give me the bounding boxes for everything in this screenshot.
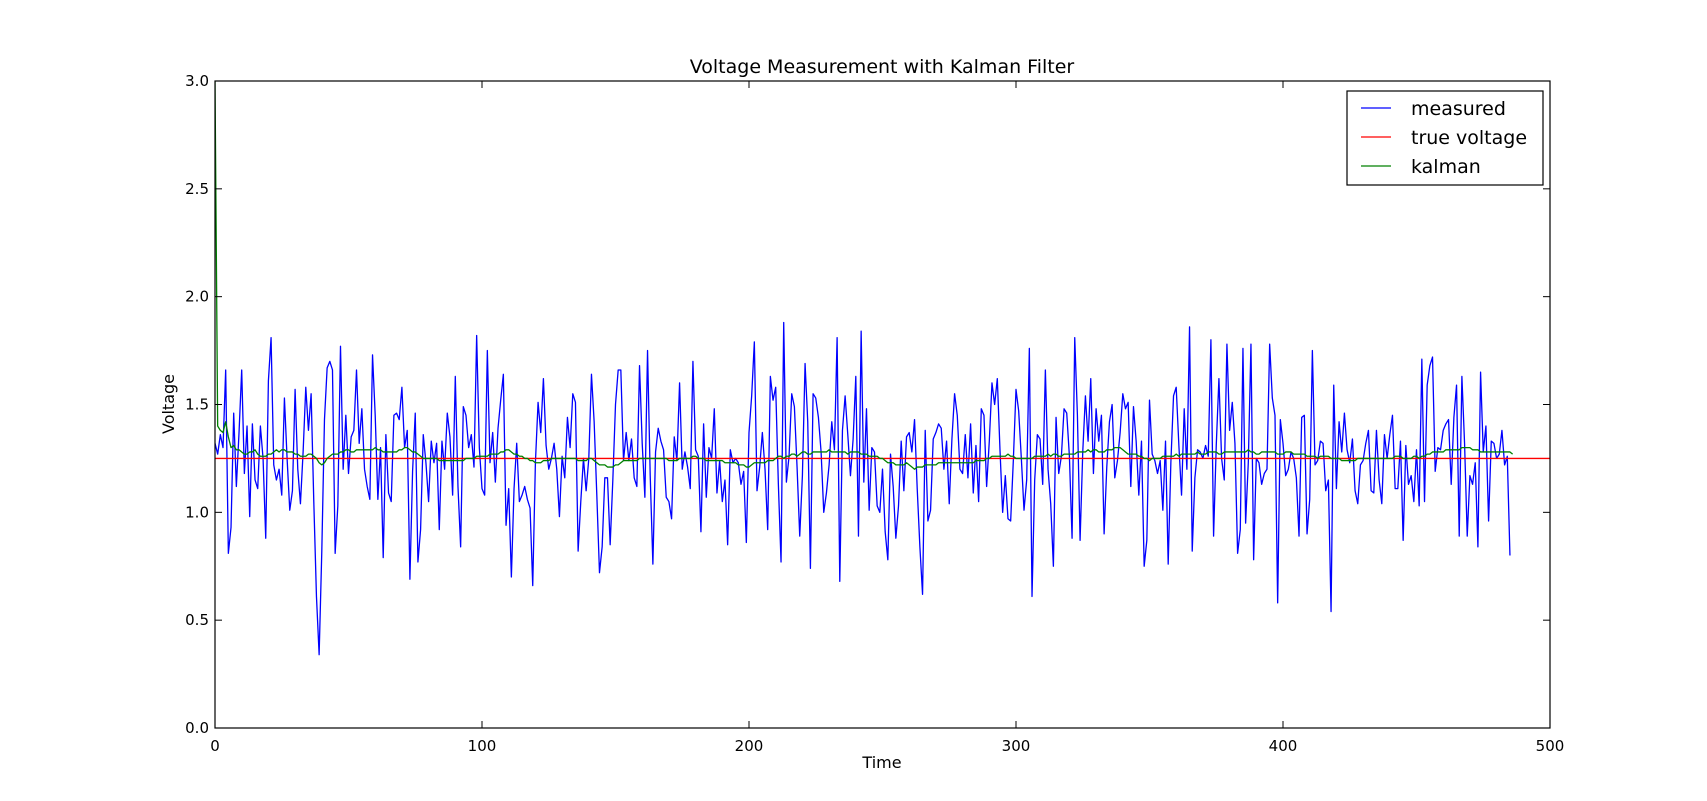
legend-label: true voltage	[1411, 127, 1527, 149]
x-axis-label: Time	[861, 753, 901, 772]
y-tick-label: 0.0	[185, 719, 209, 737]
y-tick-label: 2.0	[185, 288, 209, 306]
y-axis: 0.0 0.5 1.0 1.5 2.0 2.5 3.0	[185, 72, 1550, 737]
x-axis: 0 100 200 300 400 500	[210, 81, 1564, 755]
legend-label: kalman	[1411, 156, 1481, 178]
y-tick-label: 1.5	[185, 396, 209, 414]
series-line-kalman	[215, 81, 1514, 470]
x-tick-label: 400	[1269, 737, 1298, 755]
series-line-measured	[215, 321, 1511, 656]
x-tick-label: 100	[468, 737, 497, 755]
x-tick-label: 200	[735, 737, 764, 755]
plot-area	[215, 81, 1550, 656]
x-tick-label: 0	[210, 737, 220, 755]
y-tick-label: 3.0	[185, 72, 209, 90]
y-tick-label: 1.0	[185, 503, 209, 521]
chart-title: Voltage Measurement with Kalman Filter	[690, 56, 1075, 78]
y-tick-label: 2.5	[185, 180, 209, 198]
x-tick-label: 300	[1002, 737, 1031, 755]
x-tick-label: 500	[1536, 737, 1565, 755]
legend-frame	[1346, 90, 1544, 186]
y-axis-label: Voltage	[159, 374, 178, 434]
legend: measured true voltage kalman	[1346, 90, 1544, 186]
legend-label: measured	[1411, 98, 1506, 120]
y-tick-label: 0.5	[185, 611, 209, 629]
